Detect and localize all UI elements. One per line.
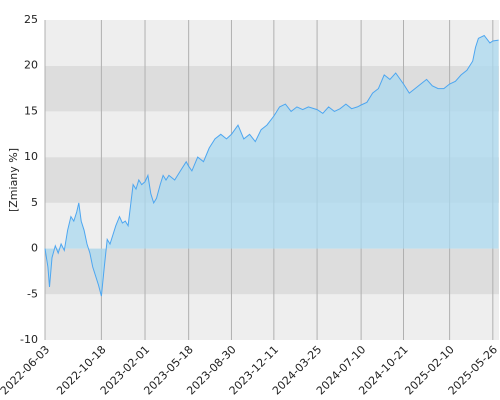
y-tick-label: 0: [31, 242, 38, 255]
y-tick-label: 5: [31, 196, 38, 209]
grid-band: [45, 248, 499, 295]
y-tick-label: 15: [24, 104, 38, 117]
y-tick-label: -10: [20, 333, 38, 346]
grid-band: [45, 294, 499, 340]
area: [45, 35, 499, 297]
y-tick-label: 25: [24, 13, 38, 26]
x-tick-label: 2022-06-03: [0, 343, 52, 397]
y-tick-label: 20: [24, 59, 38, 72]
y-tick-label: -5: [27, 287, 38, 300]
grid-band: [45, 20, 499, 66]
y-axis-label: [Zmiany %]: [7, 148, 20, 212]
line: [44, 34, 499, 297]
y-tick-label: 10: [24, 150, 38, 163]
